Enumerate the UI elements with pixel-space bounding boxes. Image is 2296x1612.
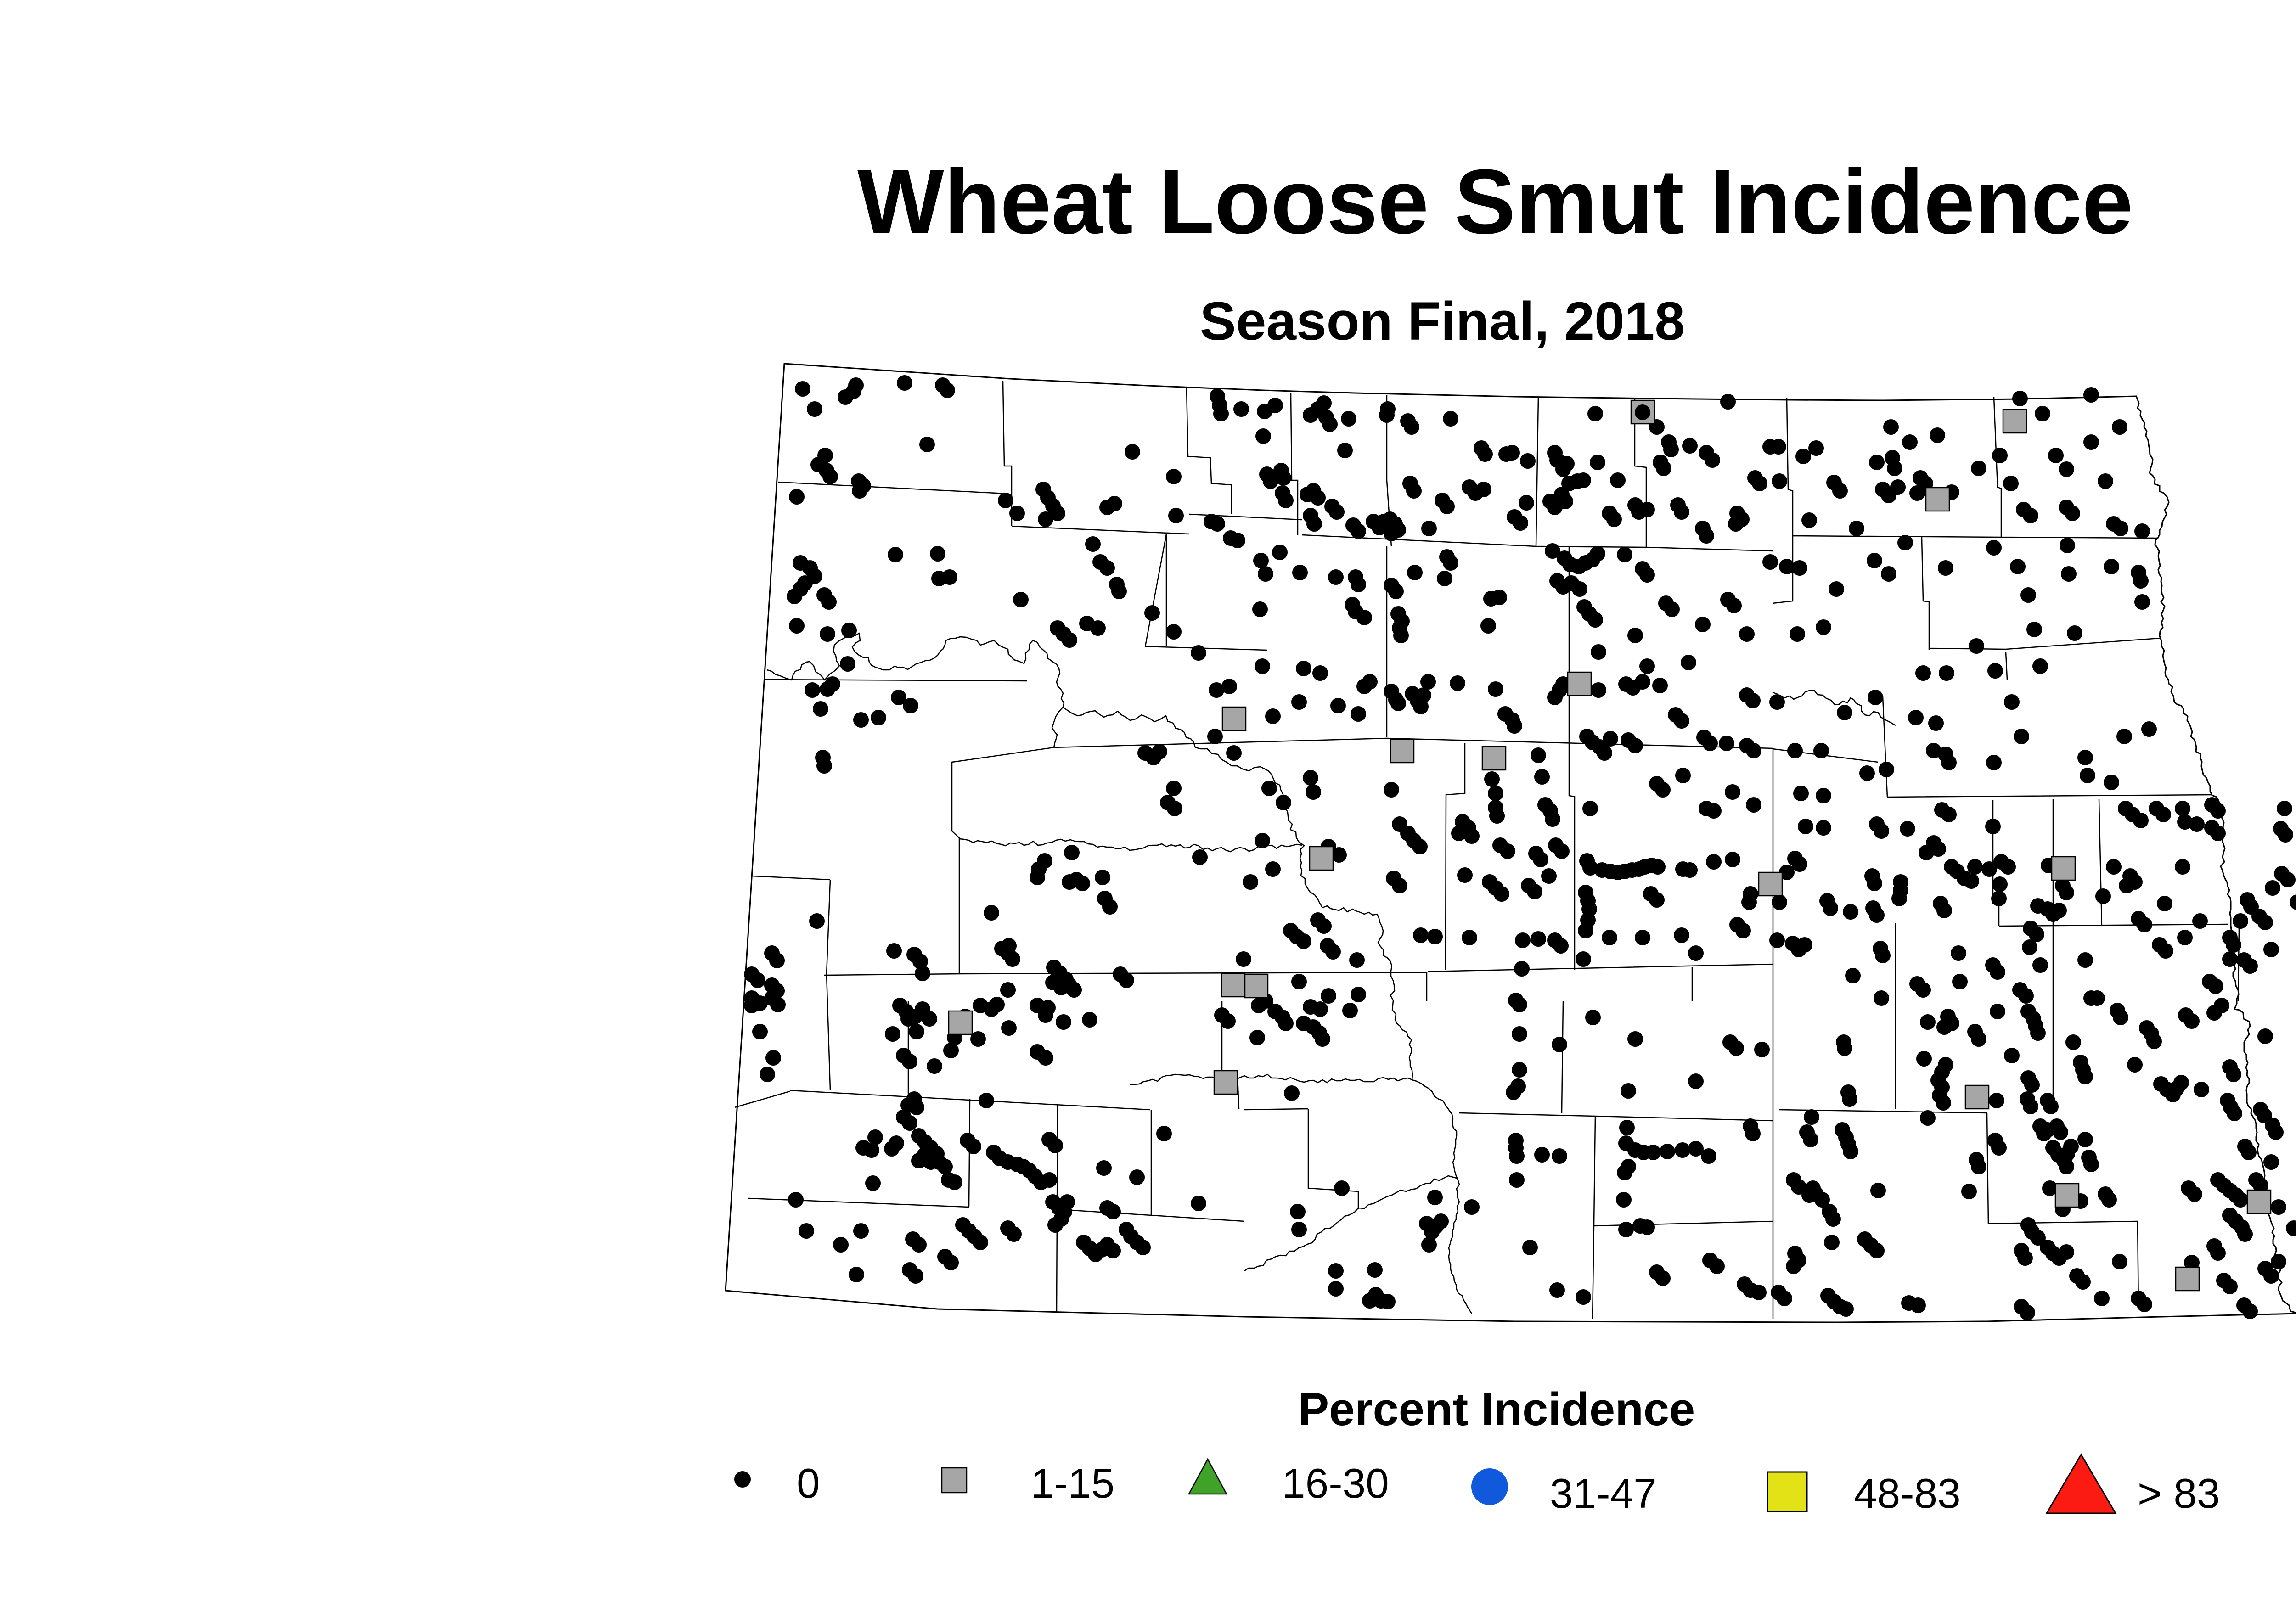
svg-text:Percent Incidence: Percent Incidence <box>1298 1384 1695 1435</box>
svg-text:> 83: > 83 <box>2138 1471 2220 1517</box>
svg-text:16-30: 16-30 <box>1282 1460 1389 1507</box>
svg-text:48-83: 48-83 <box>1854 1471 1961 1517</box>
svg-text:Wheat Loose Smut Incidence: Wheat Loose Smut Incidence <box>857 151 2133 253</box>
svg-text:31-47: 31-47 <box>1550 1471 1657 1517</box>
svg-text:1-15: 1-15 <box>1031 1460 1114 1507</box>
svg-text:Season Final, 2018: Season Final, 2018 <box>1200 291 1685 352</box>
svg-text:0: 0 <box>797 1460 820 1507</box>
